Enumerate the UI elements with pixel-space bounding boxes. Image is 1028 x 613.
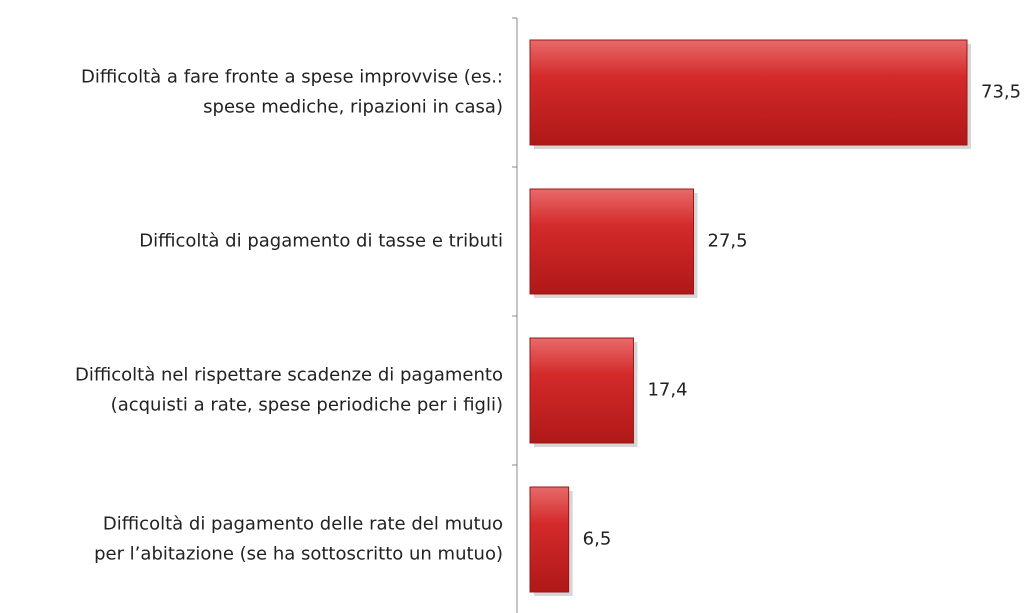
bar — [529, 337, 634, 444]
category-label: (acquisti a rate, spese periodiche per i… — [111, 395, 503, 416]
value-label: 17,4 — [647, 380, 687, 401]
category-label: Difficoltà di pagamento di tasse e tribu… — [139, 231, 503, 252]
bar — [529, 486, 570, 593]
category-label: Difficoltà nel rispettare scadenze di pa… — [75, 365, 503, 386]
category-label: Difficoltà a fare fronte a spese improvv… — [81, 67, 503, 88]
bar — [529, 39, 968, 146]
value-label: 27,5 — [708, 231, 748, 252]
category-label: Difficoltà di pagamento delle rate del m… — [103, 514, 503, 535]
bar — [529, 188, 695, 295]
category-label: per l’abitazione (se ha sottoscritto un … — [94, 544, 503, 565]
category-label: spese mediche, ripazioni in casa) — [203, 97, 503, 118]
value-label: 6,5 — [583, 529, 612, 550]
value-label: 73,5 — [981, 82, 1021, 103]
